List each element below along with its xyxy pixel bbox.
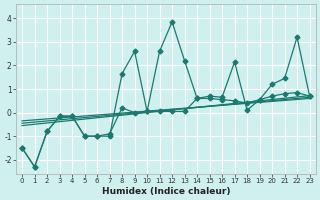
- X-axis label: Humidex (Indice chaleur): Humidex (Indice chaleur): [101, 187, 230, 196]
